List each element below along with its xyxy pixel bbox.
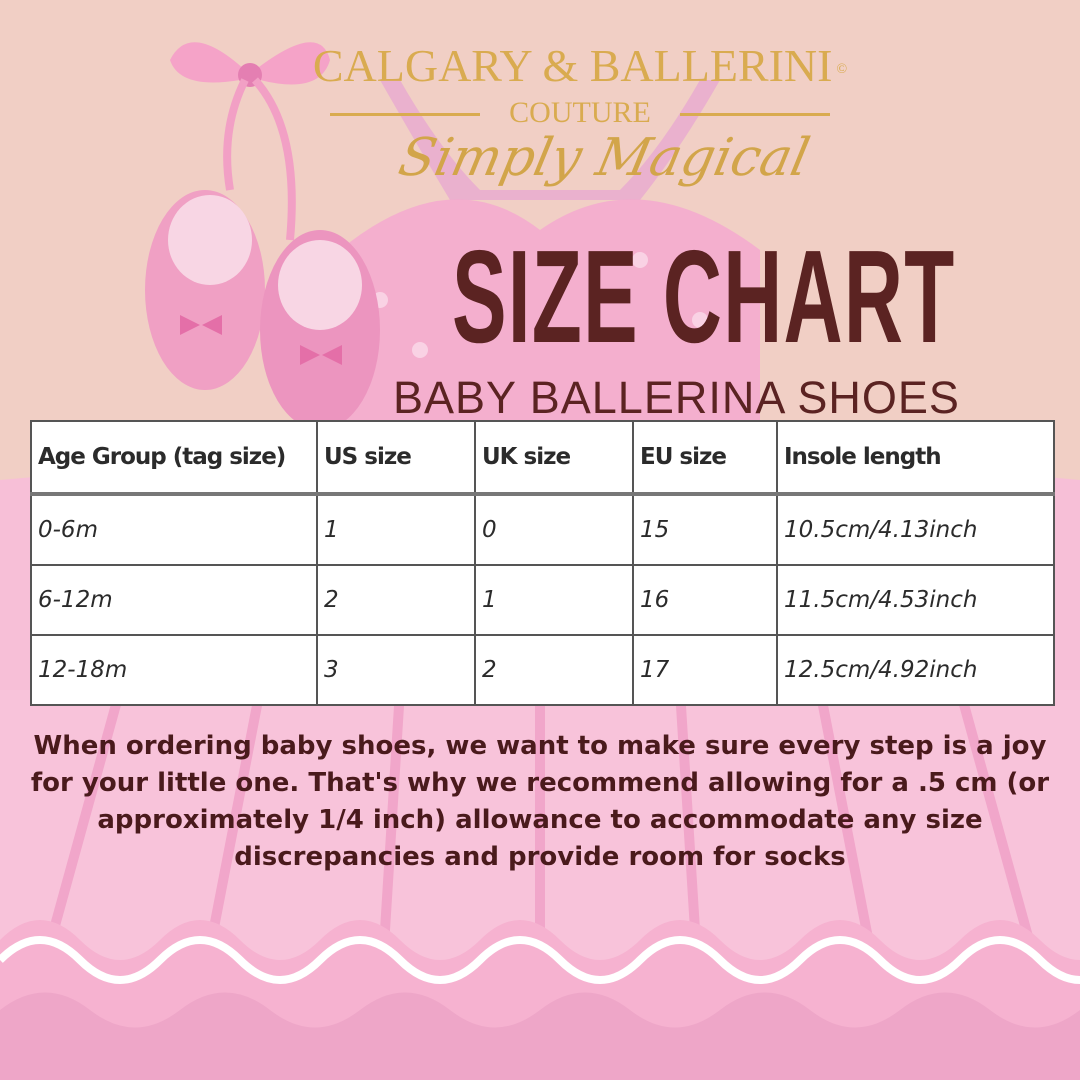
page-title: SIZE CHART (452, 223, 956, 370)
table-cell: 17 (632, 634, 778, 706)
sizing-note: When ordering baby shoes, we want to mak… (30, 731, 1050, 872)
table-cell: 2 (316, 564, 476, 636)
table-cell: 1 (474, 564, 634, 636)
divider (330, 113, 480, 117)
table-cell: 6-12m (30, 564, 318, 636)
table-row: 12-18m 3 2 17 12.5cm/4.92inch (30, 634, 1055, 706)
column-header: Age Group (tag size) (30, 420, 318, 496)
divider (680, 113, 830, 117)
table-cell: 10.5cm/4.13inch (776, 493, 1055, 566)
brand-sub: COUTURE (509, 96, 651, 130)
table-cell: 11.5cm/4.53inch (776, 564, 1055, 636)
ballet-shoes-icon (145, 42, 380, 430)
table-header-row: Age Group (tag size) US size UK size EU … (30, 420, 1055, 496)
column-header: EU size (632, 420, 778, 496)
table-cell: 3 (316, 634, 476, 706)
brand-tagline: Simply Magical (393, 128, 815, 188)
column-header: UK size (474, 420, 634, 496)
copyright-mark: © (836, 62, 848, 78)
table-row: 6-12m 2 1 16 11.5cm/4.53inch (30, 564, 1055, 636)
brand-name: CALGARY & BALLERINI (312, 40, 833, 91)
table-cell: 2 (474, 634, 634, 706)
table-cell: 12.5cm/4.92inch (776, 634, 1055, 706)
brand-logo: CALGARY & BALLERINI © COUTURE (300, 40, 860, 130)
table-cell: 16 (632, 564, 778, 636)
table-cell: 15 (632, 493, 778, 566)
column-header: Insole length (776, 420, 1055, 496)
table-row: 0-6m 1 0 15 10.5cm/4.13inch (30, 493, 1055, 566)
page-subtitle: BABY BALLERINA SHOES (393, 372, 960, 423)
table-cell: 0-6m (30, 493, 318, 566)
column-header: US size (316, 420, 476, 496)
size-chart-table: Age Group (tag size) US size UK size EU … (30, 420, 1055, 706)
table-cell: 12-18m (30, 634, 318, 706)
table-cell: 0 (474, 493, 634, 566)
table-cell: 1 (316, 493, 476, 566)
